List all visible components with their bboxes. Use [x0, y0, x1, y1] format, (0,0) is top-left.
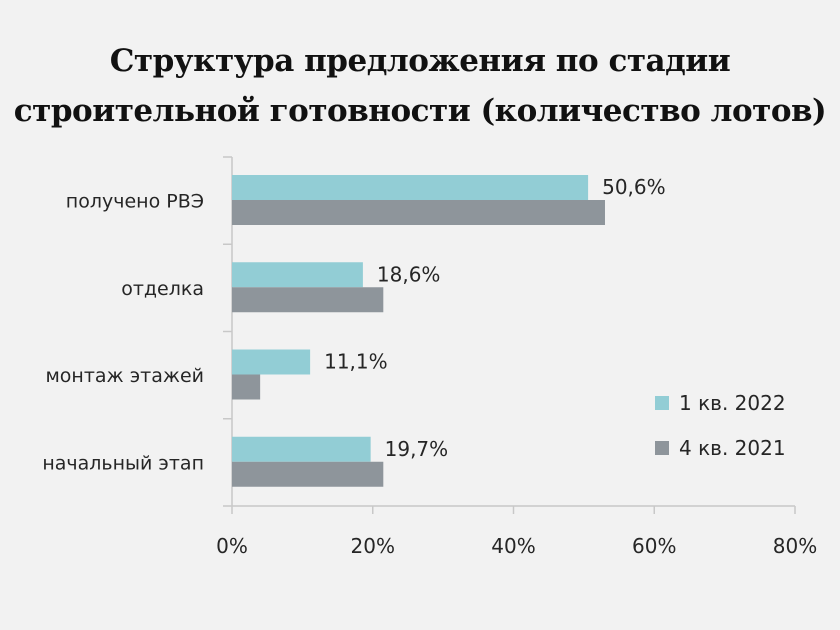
category-label: монтаж этажей	[45, 365, 204, 387]
bar-series-1	[232, 262, 363, 288]
chart-title: Структура предложения по стадии строител…	[0, 36, 840, 136]
legend-swatch	[655, 441, 669, 455]
data-label: 11,1%	[324, 350, 388, 374]
x-tick-label: 0%	[216, 534, 248, 558]
bar-series-2	[232, 287, 384, 313]
data-label: 18,6%	[377, 262, 441, 286]
bar-series-2	[232, 461, 384, 487]
bar-series-2	[232, 374, 261, 400]
bar-series-2	[232, 200, 605, 225]
bar-series-1	[232, 175, 589, 200]
category-label: начальный этап	[42, 452, 204, 474]
data-label: 19,7%	[385, 437, 449, 461]
legend-label: 1 кв. 2022	[679, 391, 786, 415]
bar-series-1	[232, 436, 371, 462]
x-tick-label: 40%	[491, 534, 535, 558]
legend-label: 4 кв. 2021	[679, 436, 786, 460]
bar-series-1	[232, 349, 311, 375]
legend-swatch	[655, 396, 669, 410]
data-label: 50,6%	[602, 175, 666, 199]
chart-title-line-1: Структура предложения по стадии	[109, 43, 731, 79]
category-label: получено РВЭ	[66, 191, 204, 213]
chart-title-line-2: строительной готовности (количество лото…	[13, 93, 827, 129]
x-tick-label: 60%	[632, 534, 676, 558]
x-tick-label: 80%	[773, 534, 817, 558]
category-label: отделка	[121, 278, 204, 300]
x-tick-label: 20%	[351, 534, 395, 558]
